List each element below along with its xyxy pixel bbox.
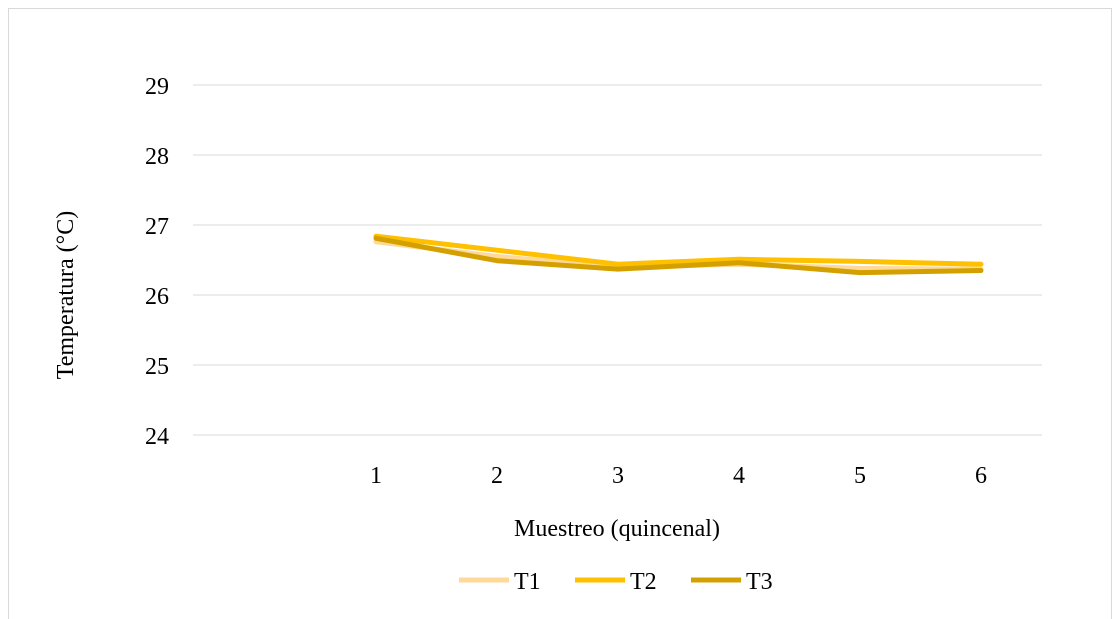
x-tick-label: 6 (975, 463, 987, 489)
x-tick-label: 1 (370, 463, 382, 489)
x-axis-title: Muestreo (quincenal) (514, 516, 720, 542)
y-tick-label: 27 (145, 214, 169, 240)
series-lines (373, 233, 984, 276)
legend-label-t1: T1 (514, 569, 541, 595)
series-line-t3 (373, 235, 984, 276)
y-tick-label: 28 (145, 144, 169, 170)
y-tick-label: 25 (145, 354, 169, 380)
y-tick-label: 26 (145, 284, 169, 310)
x-tick-label: 3 (612, 463, 624, 489)
y-axis-title: Temperatura (°C) (53, 211, 79, 380)
y-tick-label: 24 (145, 424, 169, 450)
x-axis-ticks: 1 2 3 4 5 6 (370, 463, 987, 489)
x-tick-label: 2 (491, 463, 503, 489)
gridlines (193, 84, 1042, 436)
chart-frame (8, 8, 1112, 619)
legend-label-t2: T2 (630, 569, 657, 595)
y-tick-label: 29 (145, 74, 169, 100)
legend-label-t3: T3 (746, 569, 773, 595)
x-tick-label: 5 (854, 463, 866, 489)
x-tick-label: 4 (733, 463, 745, 489)
series-line-t2 (373, 233, 984, 267)
legend: T1 T2 T3 (459, 569, 773, 595)
y-axis-ticks: 24 25 26 27 28 29 (145, 74, 169, 450)
